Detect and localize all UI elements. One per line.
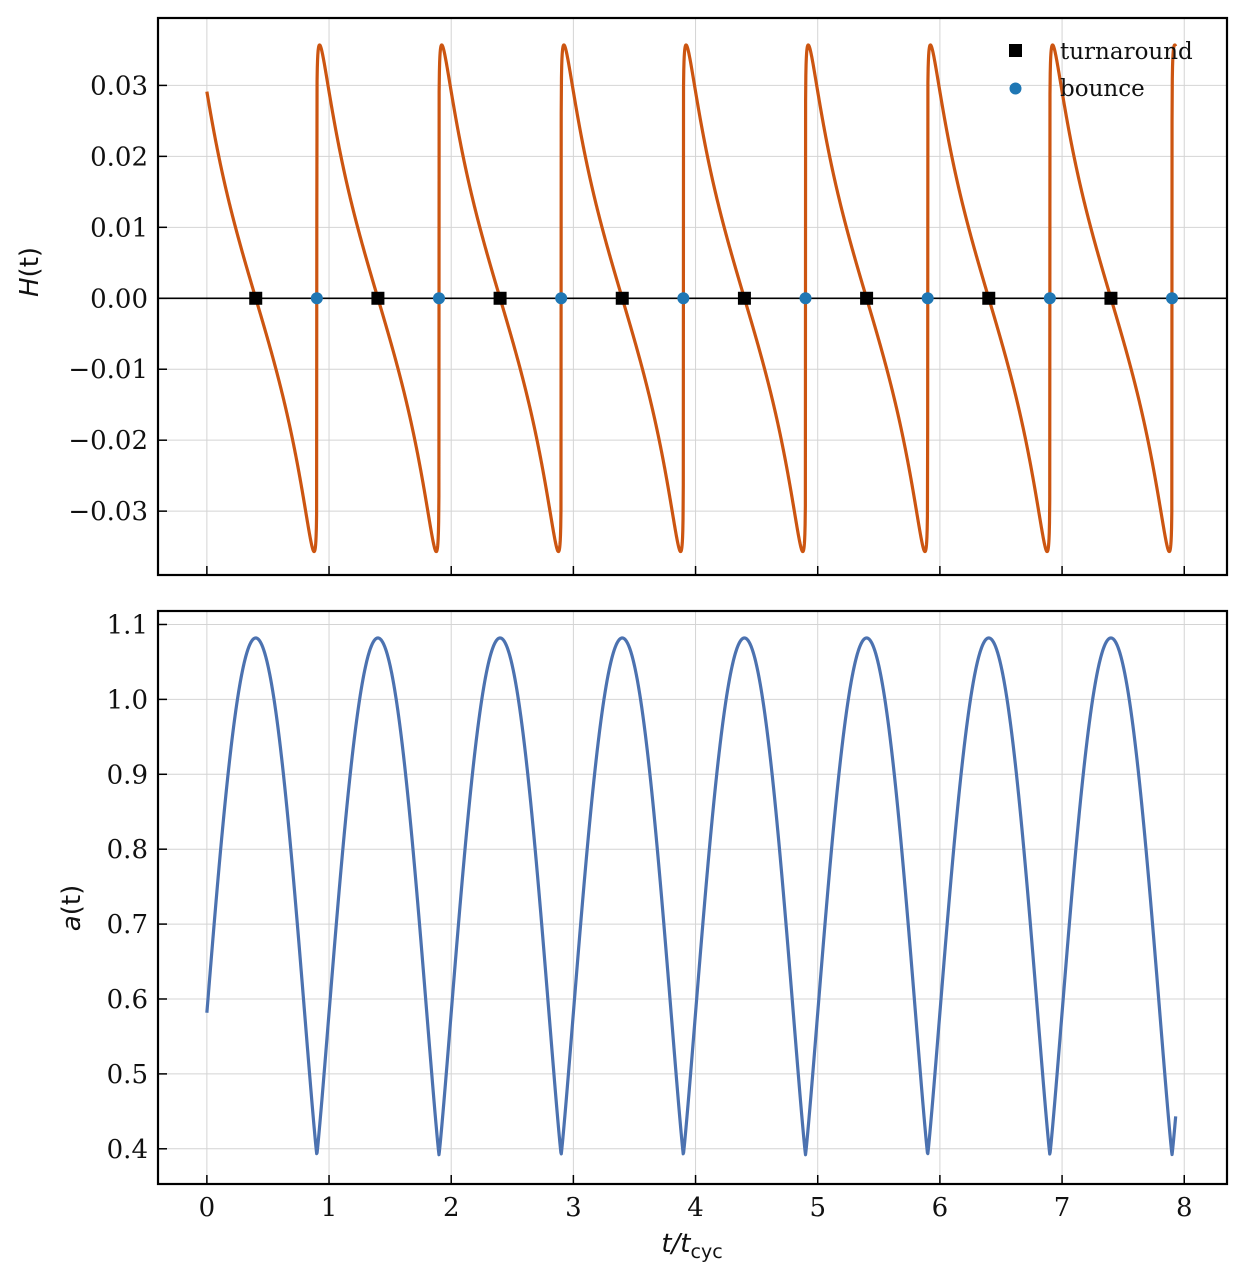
bounce-marker	[1043, 292, 1056, 305]
legend-marker-turnaround	[1009, 44, 1022, 57]
y-tick-label: 0.5	[107, 1060, 148, 1090]
x-label-sub: cyc	[691, 1241, 723, 1263]
legend-label-bounce: bounce	[1060, 76, 1145, 102]
x-tick-label: 0	[199, 1193, 216, 1223]
ticks-bottom	[158, 623, 1185, 1184]
y-label-arg: (t)	[15, 247, 45, 277]
hubble-rate-curve	[205, 43, 1178, 554]
y-axis-label-bottom: a(t)	[57, 885, 87, 931]
legend-label-turnaround: turnaround	[1060, 39, 1193, 65]
y-axis-label-top: H(t)	[15, 247, 45, 297]
x-tick-label: 4	[687, 1193, 704, 1223]
y-tick-label: −0.03	[68, 497, 148, 527]
bounce-marker	[921, 292, 934, 305]
y-tick-label: 1.1	[107, 610, 148, 640]
x-tick-label: 8	[1176, 1193, 1193, 1223]
y-tick-label: 0.01	[90, 213, 148, 243]
y-tick-label: 0.7	[107, 910, 148, 940]
turnaround-marker	[371, 291, 385, 305]
y-tick-label: −0.01	[68, 355, 148, 385]
y-tick-labels-bottom: 0.4 0.5 0.6 0.7 0.8 0.9 1.0 1.1	[107, 610, 148, 1164]
y-label-arg: (t)	[57, 885, 87, 915]
bounce-marker	[677, 292, 690, 305]
x-label-main: t/t	[661, 1229, 691, 1259]
y-tick-label: 0.02	[90, 142, 148, 172]
x-tick-label: 3	[565, 1193, 582, 1223]
turnaround-marker	[860, 291, 874, 305]
turnaround-marker	[1104, 291, 1118, 305]
x-axis-label: t/tcyc	[661, 1229, 722, 1263]
x-tick-label: 2	[443, 1193, 460, 1223]
turnaround-marker	[737, 291, 751, 305]
x-tick-label: 6	[932, 1193, 949, 1223]
y-tick-label: 0.9	[107, 760, 148, 790]
ticks-top	[158, 84, 1185, 575]
axes-frame-top	[156, 16, 1229, 577]
panel-hubble-rate: −0.03 −0.02 −0.01 0.00 0.01 0.02 0.03 H(t) tur…	[15, 16, 1229, 577]
y-tick-label: 1.0	[107, 685, 148, 715]
axes-frame-bottom	[156, 609, 1229, 1186]
bounce-marker	[310, 292, 323, 305]
x-tick-labels: 0 1 2 3 4 5 6 7 8	[199, 1193, 1193, 1223]
x-tick-label: 1	[321, 1193, 338, 1223]
turnaround-marker	[493, 291, 507, 305]
grid-bottom	[158, 611, 1227, 1184]
y-tick-label: 0.00	[90, 284, 148, 314]
y-label-var: a	[57, 915, 87, 931]
y-tick-label: 0.03	[90, 71, 148, 101]
y-tick-label: 0.8	[107, 835, 148, 865]
scale-factor-curve	[205, 636, 1178, 1157]
turnaround-marker	[982, 291, 996, 305]
bounce-marker	[555, 292, 568, 305]
legend: turnaround bounce	[1009, 39, 1193, 102]
turnaround-marker	[615, 291, 629, 305]
legend-marker-bounce	[1009, 82, 1022, 95]
y-tick-label: −0.02	[68, 426, 148, 456]
y-tick-labels-top: −0.03 −0.02 −0.01 0.00 0.01 0.02 0.03	[68, 71, 148, 527]
bounce-marker	[1166, 292, 1179, 305]
event-markers	[249, 291, 1179, 305]
y-label-var: H	[15, 277, 45, 297]
bounce-marker	[799, 292, 812, 305]
x-tick-label: 7	[1054, 1193, 1071, 1223]
y-tick-label: 0.6	[107, 985, 148, 1015]
x-tick-label: 5	[809, 1193, 826, 1223]
turnaround-marker	[249, 291, 263, 305]
bounce-marker	[432, 292, 445, 305]
y-tick-label: 0.4	[107, 1135, 148, 1165]
